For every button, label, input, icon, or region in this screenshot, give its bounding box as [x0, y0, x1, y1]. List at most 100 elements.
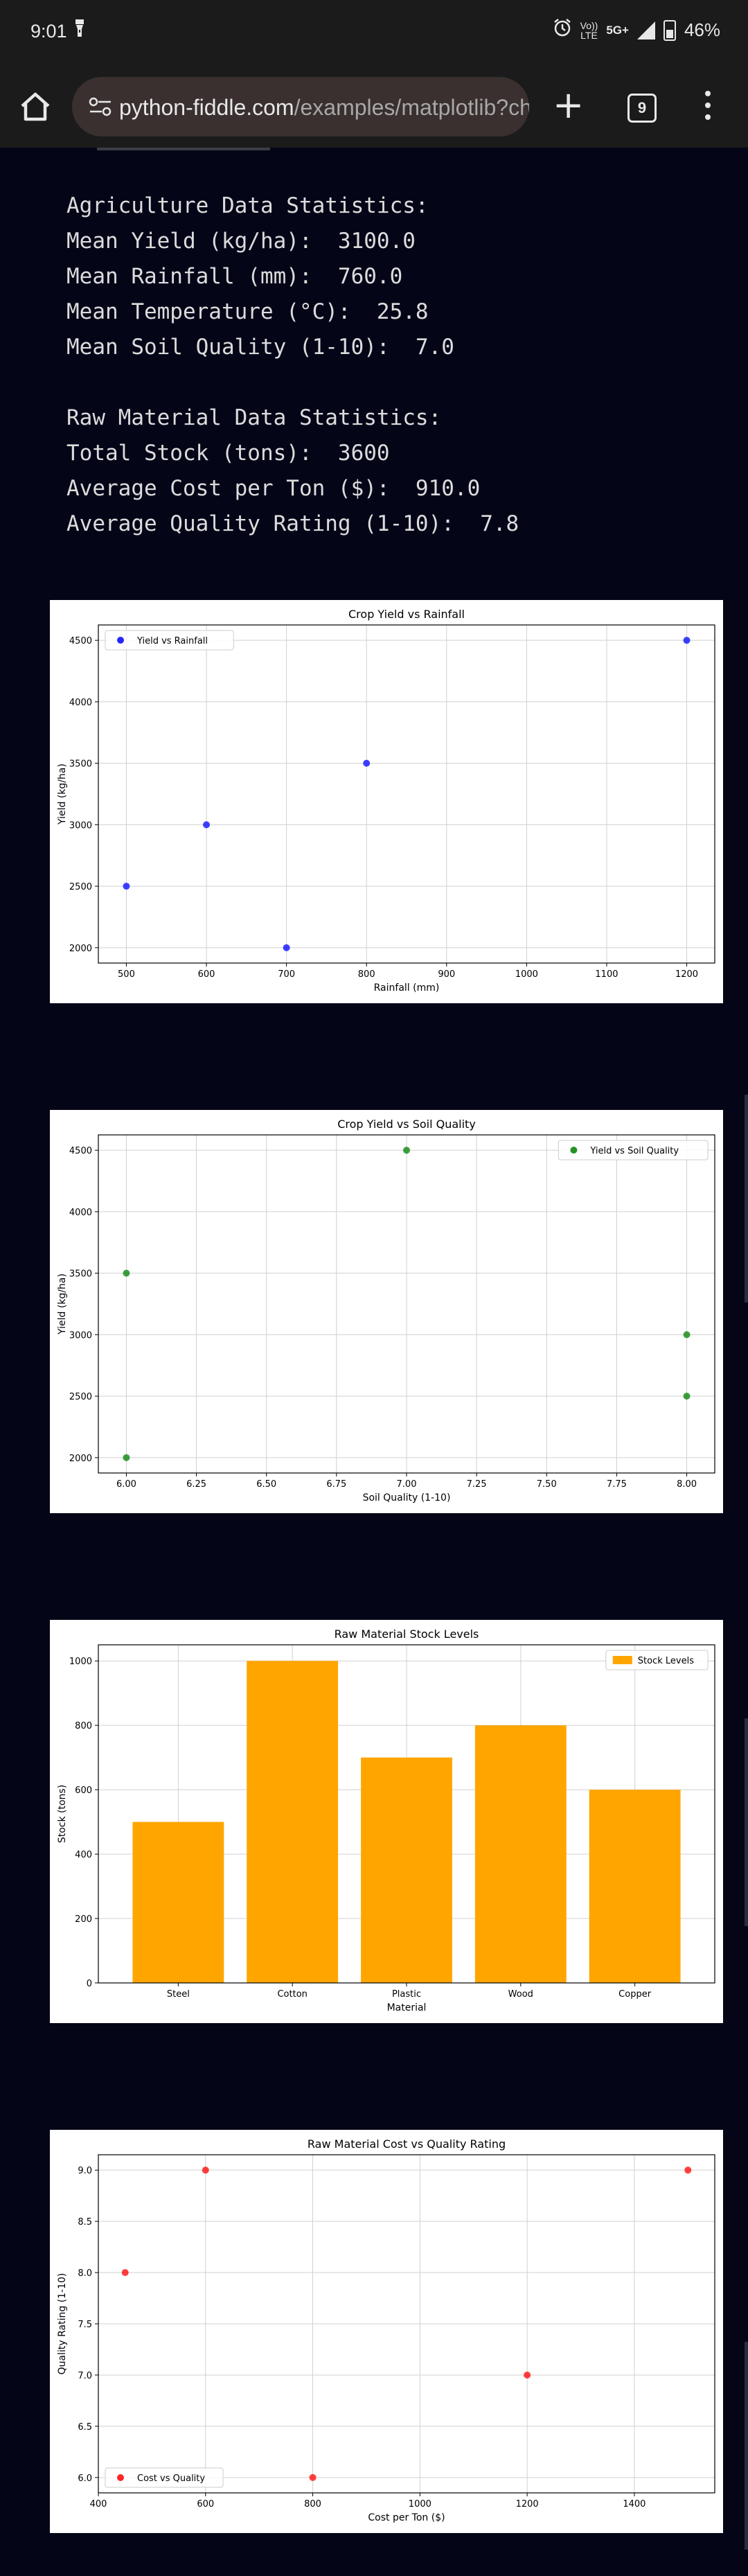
chart-title: Crop Yield vs Rainfall: [348, 608, 465, 621]
y-tick-label: 0: [87, 1979, 92, 1989]
data-point: [683, 1393, 691, 1400]
browser-toolbar: python-fiddle.com/examples/matplotlib?ch…: [0, 66, 748, 148]
data-point: [683, 1331, 691, 1339]
console-line: Total Stock (tons): 3600: [66, 441, 390, 466]
plus-icon[interactable]: +: [553, 83, 585, 127]
url-path: /examples/matplotlib?chec: [294, 95, 529, 120]
x-tick-label: Steel: [167, 1989, 190, 2000]
x-tick-label: Plastic: [392, 1989, 421, 2000]
x-tick-label: 1200: [675, 969, 698, 980]
x-tick-label: 7.25: [467, 1479, 487, 1490]
lte-label: LTE: [580, 29, 598, 41]
legend-marker: [117, 2474, 124, 2481]
legend-swatch: [612, 1656, 632, 1664]
url-text[interactable]: python-fiddle.com/examples/matplotlib?ch…: [119, 95, 529, 121]
more-vert-icon[interactable]: [704, 91, 712, 124]
data-point: [683, 637, 691, 644]
chart-yield-vs-rainfall: Crop Yield vs Rainfall 500 600 700 800 900 100…: [57, 608, 715, 994]
chart-stock-levels: Raw Material Stock Levels Steel Cotton Plas…: [57, 1627, 715, 2013]
x-tick-label: 400: [90, 2499, 107, 2509]
torch-icon: [75, 19, 84, 42]
home-icon[interactable]: [17, 88, 54, 125]
data-point: [202, 2167, 209, 2174]
x-tick-label: 1100: [595, 969, 618, 980]
data-point: [121, 2269, 129, 2277]
y-tick-label: 4500: [69, 1146, 92, 1156]
y-tick-label: 7.5: [78, 2320, 92, 2330]
y-tick-label: 400: [75, 1850, 92, 1860]
x-axis-label: Material: [387, 2002, 427, 2013]
legend-box: [605, 1650, 709, 1670]
battery-percent: 46%: [684, 19, 720, 40]
console-line: Average Cost per Ton ($): 910.0: [66, 476, 481, 501]
y-tick-label: 8.5: [78, 2217, 92, 2227]
page-scroll-indicator: [97, 148, 270, 150]
url-domain: python-fiddle.com: [119, 95, 294, 120]
status-bar: 9:01 Vo)) LTE 5G+ 46%: [0, 0, 748, 66]
tabs-icon[interactable]: 9: [627, 94, 657, 123]
legend-marker: [117, 637, 124, 644]
legend-marker: [570, 1147, 578, 1154]
y-tick-label: 1000: [69, 1657, 92, 1667]
legend-box: [558, 1140, 709, 1161]
x-tick-label: 900: [438, 969, 455, 980]
y-tick-label: 4000: [69, 698, 92, 708]
console-line: Mean Soil Quality (1-10): 7.0: [66, 335, 454, 360]
x-tick-label: Cotton: [277, 1989, 307, 2000]
network-status: Vo)) LTE: [580, 21, 598, 40]
data-point: [403, 1147, 410, 1154]
data-point: [123, 883, 130, 890]
plot-frame: [98, 624, 715, 964]
x-tick-label: 8.00: [677, 1479, 697, 1490]
plot-frame: [98, 2154, 715, 2494]
x-tick-label: 7.00: [397, 1479, 417, 1490]
address-bar[interactable]: python-fiddle.com/examples/matplotlib?ch…: [72, 77, 529, 136]
scrollbar-track[interactable]: [745, 2342, 748, 2550]
y-tick-label: 200: [75, 1914, 92, 1925]
data-point: [524, 2371, 531, 2379]
site-settings-icon[interactable]: [89, 96, 112, 117]
chart-title: Raw Material Cost vs Quality Rating: [308, 2137, 506, 2151]
x-axis-label: Soil Quality (1-10): [363, 1492, 451, 1503]
bar: [361, 1757, 452, 1983]
figure-stock-levels: Raw Material Stock Levels Steel Cotton Plas…: [50, 1620, 723, 2023]
y-axis-label: Stock (tons): [57, 1785, 68, 1843]
x-tick-label: Wood: [508, 1989, 533, 2000]
y-tick-label: 6.0: [78, 2473, 92, 2484]
x-tick-label: 800: [358, 969, 375, 980]
y-axis-label: Yield (kg/ha): [57, 764, 68, 825]
y-tick-label: 2000: [69, 1454, 92, 1464]
data-point: [123, 1269, 130, 1277]
scrollbar-track[interactable]: [745, 1718, 748, 1926]
x-tick-label: 1000: [515, 969, 538, 980]
y-tick-label: 3000: [69, 1330, 92, 1341]
chart-title: Raw Material Stock Levels: [335, 1627, 479, 1641]
x-tick-label: 600: [198, 969, 215, 980]
y-tick-label: 6.5: [78, 2422, 92, 2433]
y-tick-label: 600: [75, 1785, 92, 1796]
status-time: 9:01: [30, 21, 67, 42]
battery-icon: [663, 19, 676, 41]
y-axis-label: Quality Rating (1-10): [57, 2273, 68, 2375]
x-tick-label: 600: [197, 2499, 214, 2509]
y-tick-label: 800: [75, 1721, 92, 1731]
scrollbar-track[interactable]: [745, 1095, 748, 1303]
console-line: [66, 365, 519, 400]
x-tick-label: 6.50: [256, 1479, 276, 1490]
x-tick-label: 7.50: [537, 1479, 557, 1490]
x-tick-label: 1400: [623, 2499, 645, 2509]
legend-label: Yield vs Soil Quality: [589, 1146, 679, 1156]
network-type: 5G+: [606, 24, 629, 37]
bar: [589, 1790, 681, 1983]
x-tick-label: 6.25: [186, 1479, 206, 1490]
bar: [474, 1725, 567, 1983]
console-line: Mean Yield (kg/ha): 3100.0: [66, 229, 416, 254]
data-point: [203, 821, 211, 829]
legend-label: Yield vs Rainfall: [136, 636, 208, 646]
y-tick-label: 2000: [69, 944, 92, 954]
x-tick-label: 6.00: [116, 1479, 136, 1490]
figure-yield-vs-rainfall: Crop Yield vs Rainfall 500 600 700 800 900 100…: [50, 600, 723, 1003]
legend-box: [105, 2467, 224, 2488]
figure-yield-vs-soil: Crop Yield vs Soil Quality 6.00 6.25 6.50 6.…: [50, 1110, 723, 1513]
bar: [132, 1821, 224, 1983]
